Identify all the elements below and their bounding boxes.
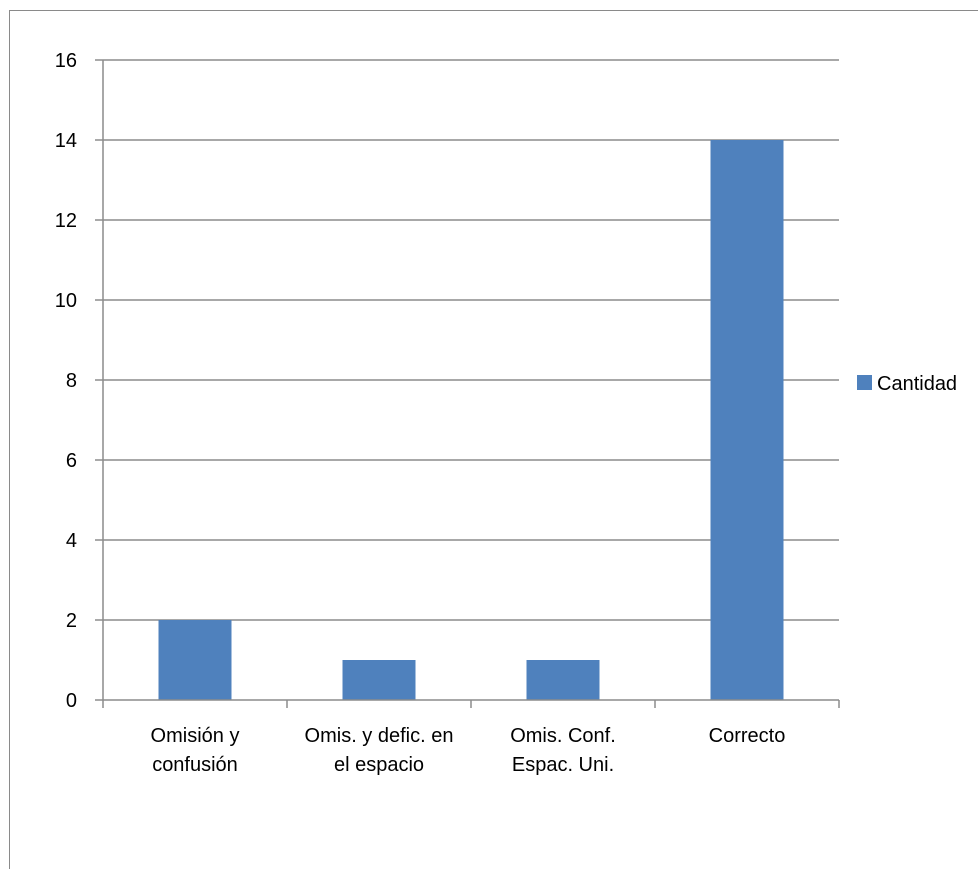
y-tick-label: 10 xyxy=(55,290,77,312)
x-category-label: Omisión y confusión xyxy=(151,725,240,776)
x-category-labels: Omisión y confusión Omis. y defic. en el es… xyxy=(151,725,786,776)
legend: Cantidad xyxy=(857,373,957,395)
bar xyxy=(710,140,784,700)
bar xyxy=(526,660,600,700)
y-tick-label: 14 xyxy=(55,130,77,152)
x-category-label: Correcto xyxy=(709,725,786,747)
y-tick-label: 0 xyxy=(66,690,77,712)
bar xyxy=(342,660,416,700)
x-category-label: Omis. Conf. Espac. Uni. xyxy=(510,725,616,776)
legend-swatch xyxy=(857,375,872,390)
y-tick-label: 2 xyxy=(66,610,77,632)
legend-label: Cantidad xyxy=(877,373,957,395)
bar xyxy=(158,620,232,700)
y-tick-label: 6 xyxy=(66,450,77,472)
y-tick-labels: 0 2 4 6 8 10 12 14 16 xyxy=(55,50,77,712)
y-tick-label: 8 xyxy=(66,370,77,392)
y-tick-label: 4 xyxy=(66,530,77,552)
chart-frame xyxy=(9,10,978,869)
axes xyxy=(95,59,840,708)
y-tick-label: 12 xyxy=(55,210,77,232)
x-category-label: Omis. y defic. en el espacio xyxy=(305,725,454,776)
bars xyxy=(158,140,784,700)
y-tick-label: 16 xyxy=(55,50,77,72)
